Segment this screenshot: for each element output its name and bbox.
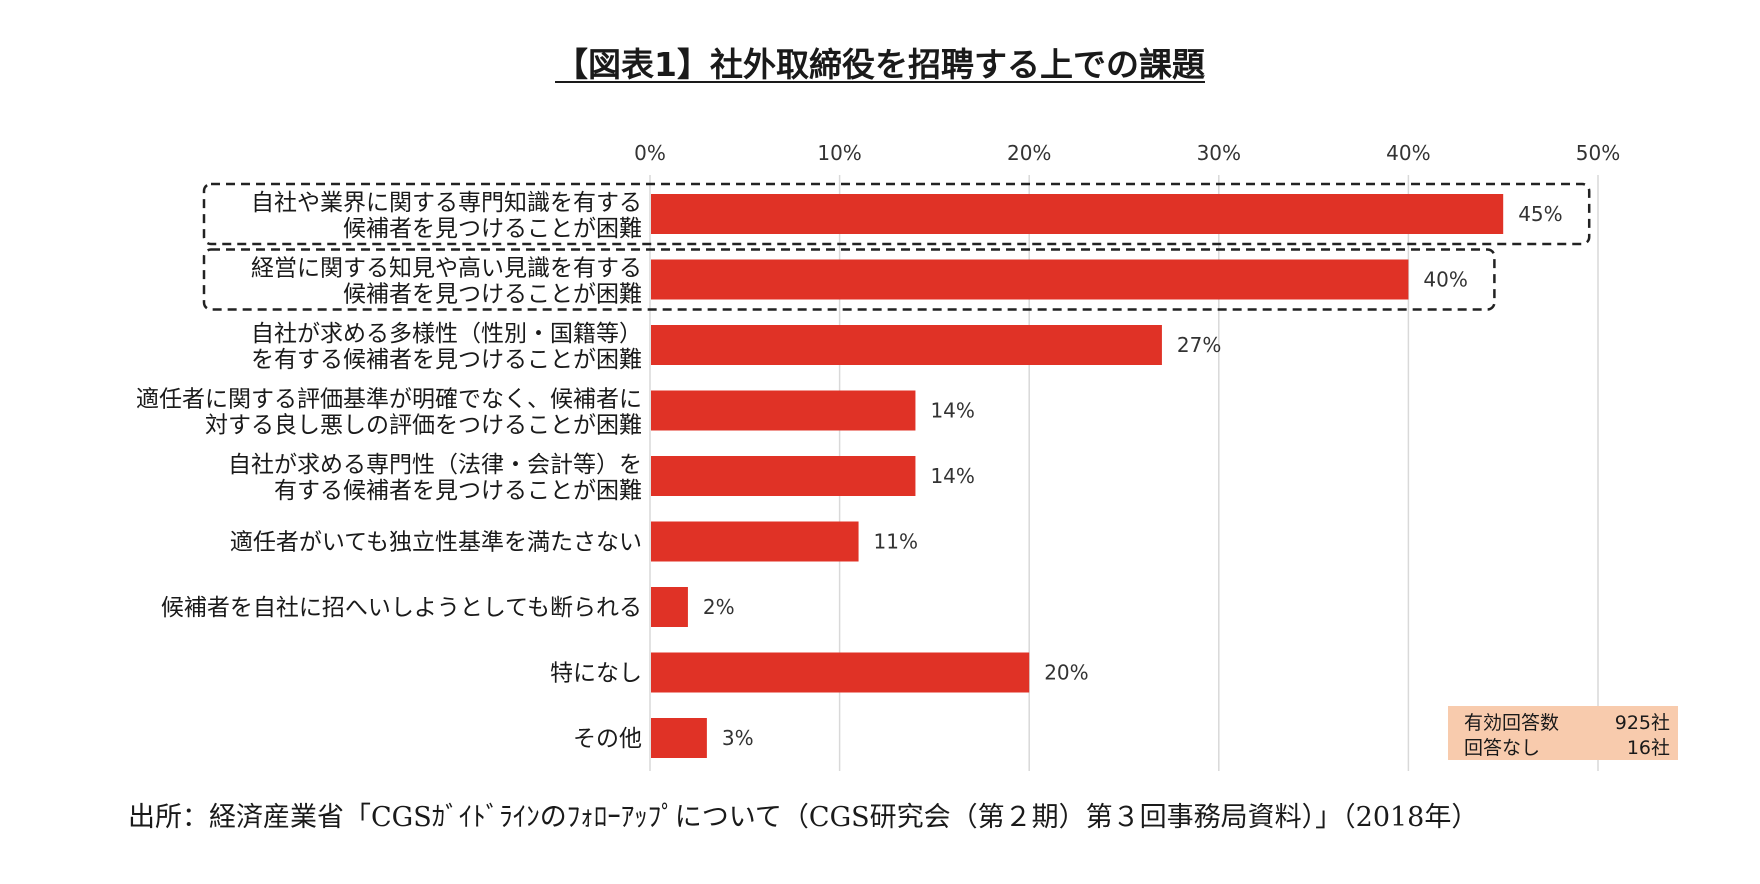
response-info-box: 有効回答数 925社 回答なし 16社 xyxy=(1448,706,1678,760)
info-value: 925社 xyxy=(1614,712,1670,734)
source-note: 出所：経済産業省「CGSｶﾞｲﾄﾞﾗｲﾝのﾌｫﾛｰｱｯﾌﾟについて（CGS研究会… xyxy=(128,802,1479,833)
highlight-boxes xyxy=(202,182,1591,311)
info-label: 回答なし xyxy=(1464,737,1541,759)
category-label: その他 xyxy=(573,726,642,752)
value-labels: 45% 40% 27% 14% 14% 11% 2% 20% 3% xyxy=(703,202,1563,750)
category-label: 適任者がいても独立性基準を満たさない xyxy=(230,530,642,556)
data-label: 45% xyxy=(1518,202,1562,226)
bar xyxy=(651,652,1030,693)
x-tick-label: 20% xyxy=(1007,141,1051,165)
data-label: 2% xyxy=(703,595,735,619)
bar xyxy=(651,587,688,627)
category-label: 自社や業界に関する専門知識を有する候補者を見つけることが困難 xyxy=(251,190,642,242)
category-label: 自社が求める専門性（法律・会計等）を有する候補者を見つけることが困難 xyxy=(228,452,642,504)
chart-title-text: 【図表1】社外取締役を招聘する上での課題 xyxy=(555,45,1205,84)
info-row-valid: 有効回答数 925社 xyxy=(1464,708,1670,734)
category-labels: 自社や業界に関する専門知識を有する候補者を見つけることが困難経営に関する知見や高… xyxy=(136,190,642,752)
x-tick-label: 30% xyxy=(1197,141,1241,165)
bar xyxy=(651,521,859,562)
data-label: 20% xyxy=(1044,661,1088,685)
category-label: 特になし xyxy=(550,661,642,687)
data-label: 14% xyxy=(930,399,974,423)
category-label: 自社が求める多様性（性別・国籍等）を有する候補者を見つけることが困難 xyxy=(251,321,642,373)
data-label: 11% xyxy=(874,530,918,554)
bar xyxy=(651,194,1504,234)
data-label: 14% xyxy=(930,464,974,488)
info-label: 有効回答数 xyxy=(1464,712,1560,734)
category-label: 経営に関する知見や高い見識を有する候補者を見つけることが困難 xyxy=(251,256,642,308)
bar xyxy=(651,456,916,496)
x-tick-label: 40% xyxy=(1386,141,1430,165)
x-tick-label: 10% xyxy=(817,141,861,165)
info-value: 16社 xyxy=(1626,737,1670,759)
category-label: 適任者に関する評価基準が明確でなく、候補者に対する良し悪しの評価をつけることが困… xyxy=(136,387,642,439)
x-axis-ticks: 0% 10% 20% 30% 40% 50% xyxy=(634,141,1620,165)
highlight-box xyxy=(202,248,1496,311)
x-tick-label: 0% xyxy=(634,141,666,165)
data-label: 3% xyxy=(722,726,754,750)
chart-title: 【図表1】社外取締役を招聘する上での課題 xyxy=(0,38,1760,86)
info-row-none: 回答なし 16社 xyxy=(1464,733,1670,759)
bars xyxy=(651,194,1504,758)
bar xyxy=(651,718,707,758)
bar xyxy=(651,325,1162,365)
data-label: 27% xyxy=(1177,333,1221,357)
bar xyxy=(651,259,1409,300)
bar xyxy=(651,390,916,431)
x-tick-label: 50% xyxy=(1576,141,1620,165)
data-label: 40% xyxy=(1423,268,1467,292)
category-label: 候補者を自社に招へいしようとしても断られる xyxy=(161,595,642,621)
